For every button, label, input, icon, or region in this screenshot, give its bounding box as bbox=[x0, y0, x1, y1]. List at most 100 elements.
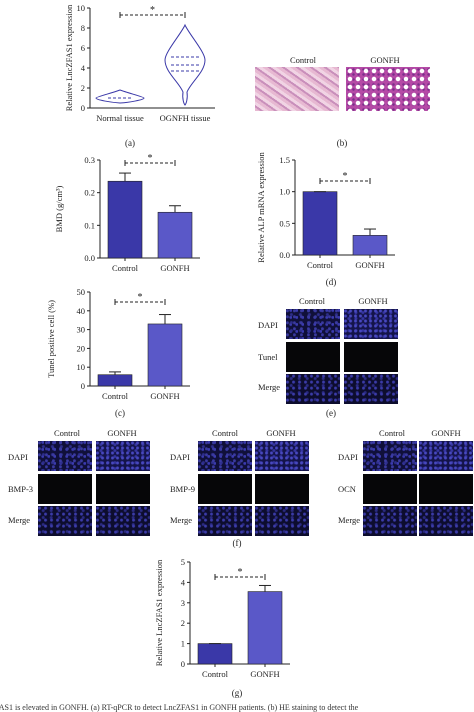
y-tick-label: 0.3 bbox=[84, 155, 95, 165]
panel-f1-row-dapi: DAPI bbox=[8, 452, 28, 462]
panel-label-b: (b) bbox=[336, 138, 348, 148]
panel-f3-ocn-gonfh bbox=[419, 474, 473, 504]
he-stain-gonfh-image bbox=[346, 67, 430, 111]
x-tick-label: GONFH bbox=[250, 669, 279, 679]
panel-e-tunel-control bbox=[286, 342, 340, 372]
panel-f2-merge-control bbox=[198, 506, 252, 536]
y-tick-label: 0.2 bbox=[84, 188, 95, 198]
x-tick-label: GONFH bbox=[150, 391, 179, 401]
panel-label-g: (g) bbox=[231, 688, 243, 698]
panel-f1-dapi-gonfh bbox=[96, 441, 150, 471]
chart-g: 0 1 2 3 4 5 Relative LncZFAS1 expression Contro… bbox=[154, 557, 290, 679]
figure-caption: ZFAS1 is elevated in GONFH. (a) RT-qPCR … bbox=[0, 703, 359, 712]
panel-f2-dapi-gonfh bbox=[255, 441, 309, 471]
panel-label-a: (a) bbox=[125, 138, 135, 148]
panel-f1-header-control: Control bbox=[54, 428, 80, 438]
y-tick-label: 1.5 bbox=[279, 155, 290, 165]
panel-f3-row-ocn: OCN bbox=[338, 484, 356, 494]
panel-f3-dapi-control bbox=[363, 441, 417, 471]
y-tick-label: 40 bbox=[77, 306, 86, 316]
he-stain-control-image bbox=[255, 67, 339, 111]
y-tick-label: 1.0 bbox=[279, 187, 290, 197]
y-tick-label: 4 bbox=[181, 577, 186, 587]
panel-f3-header-gonfh: GONFH bbox=[431, 428, 461, 438]
y-tick-label: 0.1 bbox=[84, 220, 95, 230]
panel-f2-merge-gonfh bbox=[255, 506, 309, 536]
significance-star: * bbox=[238, 567, 243, 578]
panel-label-c: (c) bbox=[115, 408, 125, 418]
panel-label-f: (f) bbox=[232, 538, 242, 548]
chart-c1: 0.0 0.1 0.2 0.3 BMD (g/cm³) Control GONFH * bbox=[54, 153, 200, 273]
y-tick-label: 4 bbox=[81, 63, 86, 73]
bar-gonfh bbox=[352, 235, 388, 256]
y-axis-label: BMD (g/cm³) bbox=[54, 185, 64, 232]
panel-f3-merge-gonfh bbox=[419, 506, 473, 536]
panel-e-merge-control bbox=[286, 374, 340, 404]
panel-label-d: (d) bbox=[325, 277, 337, 287]
y-tick-label: 1 bbox=[181, 639, 185, 649]
panel-e-merge-gonfh bbox=[344, 374, 398, 404]
y-axis-label: Relative LncZFAS1 expression bbox=[154, 559, 164, 666]
chart-d: 0.0 0.5 1.0 1.5 Relative ALP mRNA expression… bbox=[256, 152, 395, 270]
bar-control bbox=[197, 643, 233, 665]
bar-gonfh bbox=[247, 591, 283, 665]
panel-f2-header-control: Control bbox=[212, 428, 238, 438]
y-tick-label: 0.0 bbox=[84, 253, 95, 263]
panel-e-header-control: Control bbox=[299, 296, 325, 306]
y-tick-label: 0.5 bbox=[279, 218, 290, 228]
significance-star: * bbox=[148, 153, 153, 164]
panel-f3-row-merge: Merge bbox=[338, 515, 361, 525]
panel-e-row-dapi: DAPI bbox=[258, 320, 278, 330]
bar-control bbox=[97, 374, 133, 387]
panel-f1-row-merge: Merge bbox=[8, 515, 31, 525]
violin-normal-tissue bbox=[95, 89, 145, 104]
panel-f1-bmp3-gonfh bbox=[96, 474, 150, 504]
significance-star: * bbox=[150, 5, 155, 16]
x-tick-label: Control bbox=[102, 391, 129, 401]
panel-f2-bmp9-control bbox=[198, 474, 252, 504]
y-tick-label: 30 bbox=[77, 325, 86, 335]
panel-e-row-merge: Merge bbox=[258, 382, 281, 392]
y-tick-label: 0.0 bbox=[279, 250, 290, 260]
y-tick-label: 2 bbox=[81, 83, 85, 93]
y-tick-label: 0 bbox=[181, 659, 185, 669]
y-axis-label: Relative LncZFAS1 expression bbox=[64, 4, 74, 111]
y-axis-label: Relative ALP mRNA expression bbox=[256, 152, 266, 263]
panel-f1-header-gonfh: GONFH bbox=[107, 428, 137, 438]
y-tick-label: 8 bbox=[81, 23, 85, 33]
panel-label-e: (e) bbox=[326, 408, 336, 418]
violin-ognfh-tissue bbox=[164, 23, 206, 106]
x-tick-label: Control bbox=[307, 260, 334, 270]
y-tick-label: 5 bbox=[181, 557, 185, 567]
panel-f3-row-dapi: DAPI bbox=[338, 452, 358, 462]
panel-f2-header-gonfh: GONFH bbox=[266, 428, 296, 438]
y-axis-label: Tunel positive cell (%) bbox=[46, 300, 56, 378]
panel-b-header-control: Control bbox=[290, 55, 316, 65]
y-tick-label: 2 bbox=[181, 618, 185, 628]
panel-f1-row-bmp3: BMP-3 bbox=[8, 484, 34, 494]
x-tick-label: Control bbox=[112, 263, 139, 273]
y-tick-label: 20 bbox=[77, 343, 86, 353]
panel-f1-merge-gonfh bbox=[96, 506, 150, 536]
panel-f3-ocn-control bbox=[363, 474, 417, 504]
y-tick-label: 3 bbox=[181, 598, 185, 608]
bar-control bbox=[107, 180, 143, 259]
bar-gonfh bbox=[147, 323, 183, 387]
chart-c2: 0 10 20 30 40 50 Tunel positive cell (%) Contro… bbox=[46, 287, 190, 401]
panel-e-dapi-gonfh bbox=[344, 309, 398, 339]
panel-f1-bmp3-control bbox=[38, 474, 92, 504]
x-tick-label: GONFH bbox=[355, 260, 384, 270]
bar-gonfh bbox=[157, 211, 193, 259]
x-tick-label: OGNFH tissue bbox=[160, 113, 211, 123]
panel-f2-bmp9-gonfh bbox=[255, 474, 309, 504]
panel-f3-dapi-gonfh bbox=[419, 441, 473, 471]
x-tick-label: Control bbox=[202, 669, 229, 679]
significance-star: * bbox=[343, 171, 348, 182]
y-tick-label: 50 bbox=[77, 287, 86, 297]
panel-f2-row-dapi: DAPI bbox=[170, 452, 190, 462]
x-tick-label: Normal tissue bbox=[96, 113, 144, 123]
panel-e-tunel-gonfh bbox=[344, 342, 398, 372]
panel-f2-row-merge: Merge bbox=[170, 515, 193, 525]
y-tick-label: 10 bbox=[77, 3, 86, 13]
